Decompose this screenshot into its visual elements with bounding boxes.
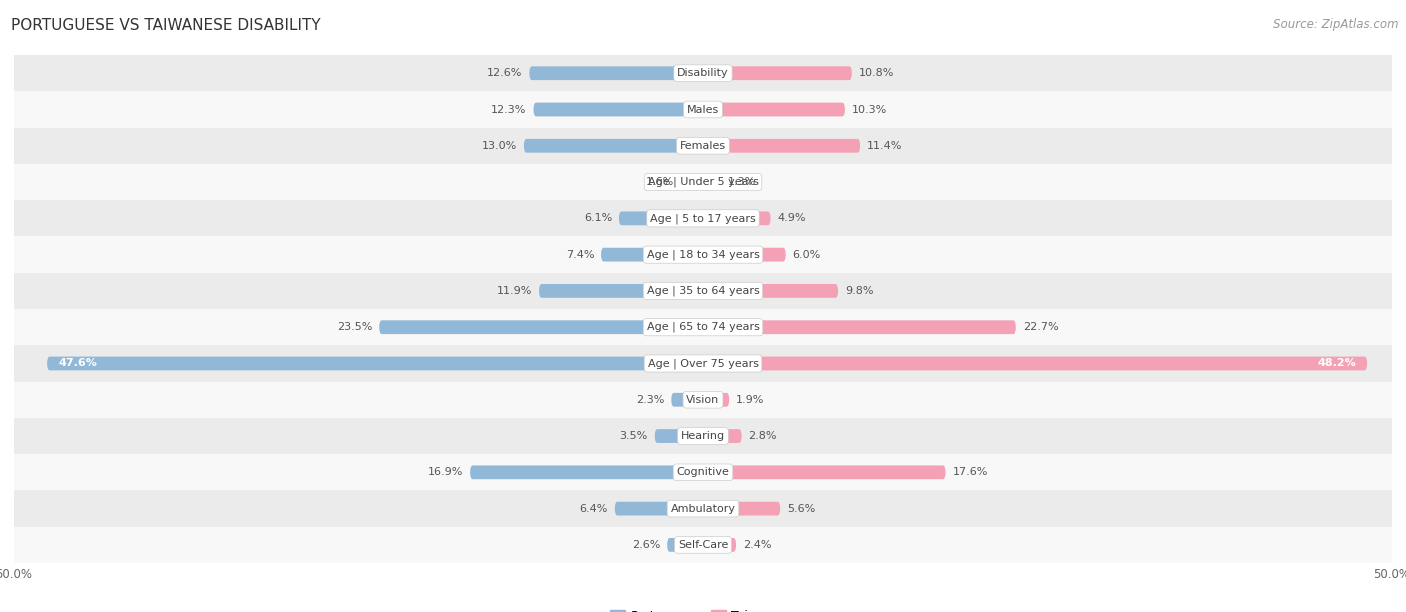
Text: Males: Males: [688, 105, 718, 114]
FancyBboxPatch shape: [668, 538, 703, 552]
Text: Source: ZipAtlas.com: Source: ZipAtlas.com: [1274, 18, 1399, 31]
FancyBboxPatch shape: [703, 502, 780, 515]
Text: 16.9%: 16.9%: [427, 468, 463, 477]
Text: 1.6%: 1.6%: [645, 177, 673, 187]
Text: 12.3%: 12.3%: [491, 105, 527, 114]
FancyBboxPatch shape: [655, 429, 703, 443]
Bar: [14, 309, 1392, 345]
Bar: [14, 273, 1392, 309]
Bar: [14, 91, 1392, 128]
Bar: [14, 200, 1392, 236]
Text: 1.3%: 1.3%: [728, 177, 756, 187]
Text: Disability: Disability: [678, 68, 728, 78]
Text: Age | 35 to 64 years: Age | 35 to 64 years: [647, 286, 759, 296]
FancyBboxPatch shape: [380, 320, 703, 334]
Bar: [14, 236, 1392, 273]
Legend: Portuguese, Taiwanese: Portuguese, Taiwanese: [610, 610, 796, 612]
FancyBboxPatch shape: [703, 175, 721, 189]
Text: 6.1%: 6.1%: [583, 214, 612, 223]
Bar: [14, 490, 1392, 527]
Text: 2.3%: 2.3%: [636, 395, 665, 405]
Bar: [14, 128, 1392, 164]
FancyBboxPatch shape: [703, 212, 770, 225]
FancyBboxPatch shape: [600, 248, 703, 261]
Bar: [14, 418, 1392, 454]
Text: 2.6%: 2.6%: [631, 540, 661, 550]
Text: PORTUGUESE VS TAIWANESE DISABILITY: PORTUGUESE VS TAIWANESE DISABILITY: [11, 18, 321, 34]
Bar: [14, 55, 1392, 91]
Text: 22.7%: 22.7%: [1022, 322, 1059, 332]
FancyBboxPatch shape: [703, 538, 737, 552]
Text: 6.4%: 6.4%: [579, 504, 607, 513]
Text: Age | 5 to 17 years: Age | 5 to 17 years: [650, 213, 756, 223]
FancyBboxPatch shape: [470, 466, 703, 479]
Text: Age | 65 to 74 years: Age | 65 to 74 years: [647, 322, 759, 332]
Text: 48.2%: 48.2%: [1317, 359, 1357, 368]
Bar: [14, 382, 1392, 418]
Text: Cognitive: Cognitive: [676, 468, 730, 477]
FancyBboxPatch shape: [703, 103, 845, 116]
Text: 11.9%: 11.9%: [496, 286, 531, 296]
Text: 10.3%: 10.3%: [852, 105, 887, 114]
Text: 9.8%: 9.8%: [845, 286, 873, 296]
FancyBboxPatch shape: [619, 212, 703, 225]
Text: 6.0%: 6.0%: [793, 250, 821, 259]
Text: 7.4%: 7.4%: [565, 250, 595, 259]
Text: 3.5%: 3.5%: [620, 431, 648, 441]
FancyBboxPatch shape: [703, 139, 860, 152]
Bar: [14, 164, 1392, 200]
Text: 47.6%: 47.6%: [58, 359, 97, 368]
FancyBboxPatch shape: [703, 284, 838, 298]
Text: 11.4%: 11.4%: [868, 141, 903, 151]
Text: 17.6%: 17.6%: [952, 468, 988, 477]
FancyBboxPatch shape: [703, 248, 786, 261]
Text: 10.8%: 10.8%: [859, 68, 894, 78]
Text: Age | 18 to 34 years: Age | 18 to 34 years: [647, 249, 759, 260]
FancyBboxPatch shape: [614, 502, 703, 515]
Text: Females: Females: [681, 141, 725, 151]
Text: 13.0%: 13.0%: [482, 141, 517, 151]
Bar: [14, 454, 1392, 490]
FancyBboxPatch shape: [703, 320, 1015, 334]
FancyBboxPatch shape: [703, 466, 945, 479]
Text: 2.4%: 2.4%: [742, 540, 772, 550]
Text: Age | Over 75 years: Age | Over 75 years: [648, 358, 758, 369]
FancyBboxPatch shape: [538, 284, 703, 298]
Text: Age | Under 5 years: Age | Under 5 years: [648, 177, 758, 187]
FancyBboxPatch shape: [703, 429, 741, 443]
FancyBboxPatch shape: [671, 393, 703, 406]
FancyBboxPatch shape: [703, 393, 730, 406]
Text: Hearing: Hearing: [681, 431, 725, 441]
FancyBboxPatch shape: [703, 357, 1367, 370]
Text: 2.8%: 2.8%: [748, 431, 778, 441]
Bar: [14, 345, 1392, 382]
FancyBboxPatch shape: [681, 175, 703, 189]
Text: Self-Care: Self-Care: [678, 540, 728, 550]
FancyBboxPatch shape: [533, 103, 703, 116]
FancyBboxPatch shape: [524, 139, 703, 152]
FancyBboxPatch shape: [48, 357, 703, 370]
Text: 5.6%: 5.6%: [787, 504, 815, 513]
FancyBboxPatch shape: [703, 66, 852, 80]
Text: 12.6%: 12.6%: [486, 68, 523, 78]
Text: Vision: Vision: [686, 395, 720, 405]
Text: Ambulatory: Ambulatory: [671, 504, 735, 513]
Text: 4.9%: 4.9%: [778, 214, 806, 223]
Bar: [14, 527, 1392, 563]
Text: 23.5%: 23.5%: [337, 322, 373, 332]
FancyBboxPatch shape: [530, 66, 703, 80]
Text: 1.9%: 1.9%: [737, 395, 765, 405]
